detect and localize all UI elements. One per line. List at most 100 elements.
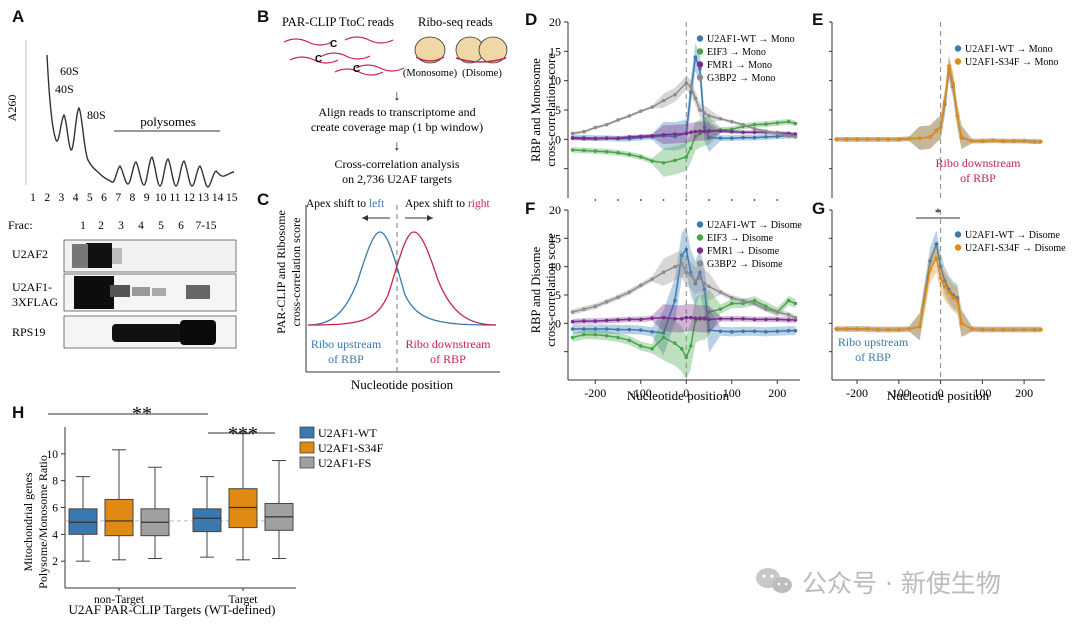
data-point xyxy=(951,81,955,86)
panel-letter-a: A xyxy=(12,7,24,26)
data-point xyxy=(741,329,745,334)
fraction-column-label: 4 xyxy=(138,220,144,232)
fraction-column-label: 6 xyxy=(178,220,184,232)
data-point xyxy=(698,317,702,321)
data-point xyxy=(775,310,780,314)
data-point xyxy=(638,344,643,348)
x-tick xyxy=(776,199,779,201)
data-point xyxy=(775,134,780,139)
data-point xyxy=(661,331,666,335)
y-tick-label: 2 xyxy=(52,556,58,568)
data-point xyxy=(673,92,677,97)
data-point xyxy=(752,135,757,140)
y-tick-label: 20 xyxy=(549,15,561,29)
blot-label-u2af2: U2AF2 xyxy=(12,247,48,261)
data-point xyxy=(673,158,677,163)
legend-label: G3BP2 → Disome xyxy=(707,259,783,270)
data-point xyxy=(684,81,689,85)
data-point xyxy=(855,137,859,142)
confidence-band xyxy=(572,289,796,380)
data-point xyxy=(775,317,780,322)
data-point xyxy=(689,90,693,95)
data-point xyxy=(604,136,609,140)
data-point xyxy=(834,327,838,331)
data-point xyxy=(917,324,922,329)
data-point xyxy=(661,315,666,320)
data-point xyxy=(907,136,912,141)
y-tick-label: 20 xyxy=(549,203,561,217)
data-point xyxy=(604,122,609,127)
legend-swatch xyxy=(299,426,315,439)
data-point xyxy=(693,55,698,59)
data-point xyxy=(741,301,745,306)
chart-h: 2 4 6 8 10 non-Target Target xyxy=(47,427,296,606)
data-point xyxy=(729,129,734,134)
data-point xyxy=(684,247,689,252)
data-point xyxy=(593,304,598,309)
data-point xyxy=(693,281,698,286)
data-point xyxy=(1032,327,1037,332)
data-point xyxy=(834,137,838,142)
data-point xyxy=(1011,327,1016,332)
fraction-number: 10 xyxy=(155,192,167,204)
data-point xyxy=(679,253,684,258)
c-xlabel: Nucleotide position xyxy=(351,377,454,392)
series-line xyxy=(572,120,796,164)
panel-letter-c: C xyxy=(257,190,269,209)
fraction-column-label: 5 xyxy=(158,220,164,232)
read-line xyxy=(355,64,405,72)
data-point xyxy=(718,307,723,311)
legend-marker xyxy=(696,74,704,81)
data-point xyxy=(593,327,598,331)
data-point xyxy=(593,136,598,141)
confidence-band xyxy=(836,244,1041,341)
c-mark: C xyxy=(353,64,360,75)
step2-line1: Cross-correlation analysis xyxy=(335,157,460,171)
data-point xyxy=(673,317,677,321)
data-point xyxy=(764,122,768,126)
band xyxy=(72,244,88,268)
data-point xyxy=(627,338,632,343)
data-point xyxy=(764,317,768,322)
data-point xyxy=(570,148,575,152)
data-point xyxy=(650,277,654,281)
data-point xyxy=(990,138,995,143)
data-point xyxy=(604,300,609,304)
data-point xyxy=(729,301,734,306)
data-point xyxy=(970,139,974,143)
data-point xyxy=(955,114,960,118)
data-point xyxy=(650,347,654,351)
confidence-band xyxy=(836,54,1041,150)
band xyxy=(180,320,216,345)
watermark-text: 公众号 · 新使生物 xyxy=(802,569,1001,598)
data-point xyxy=(793,328,798,333)
legend-marker xyxy=(696,35,704,42)
y-tick-label: 15 xyxy=(549,44,561,58)
fraction-number: 8 xyxy=(130,192,136,204)
y-tick-label: 10 xyxy=(47,449,59,461)
data-point xyxy=(718,117,723,121)
data-point xyxy=(865,137,870,142)
data-point xyxy=(679,347,684,351)
data-point xyxy=(907,327,912,331)
data-point xyxy=(729,317,734,321)
data-point xyxy=(616,118,620,122)
read-line xyxy=(334,68,384,76)
data-point xyxy=(786,313,791,317)
data-point xyxy=(604,334,609,338)
data-point xyxy=(707,328,711,332)
data-point xyxy=(689,130,693,135)
data-point xyxy=(673,264,677,269)
data-point xyxy=(707,310,711,314)
data-point xyxy=(886,327,891,332)
data-point xyxy=(793,301,798,306)
panel-letter-g: G xyxy=(812,199,825,218)
x-tick xyxy=(708,199,710,201)
data-point xyxy=(764,330,768,334)
step1-line1: Align reads to transcriptome and xyxy=(318,105,475,119)
fraction-number: 13 xyxy=(198,192,210,204)
data-point xyxy=(729,119,734,124)
fraction-number: 6 xyxy=(101,192,107,204)
g-sig-star: * xyxy=(935,205,942,220)
